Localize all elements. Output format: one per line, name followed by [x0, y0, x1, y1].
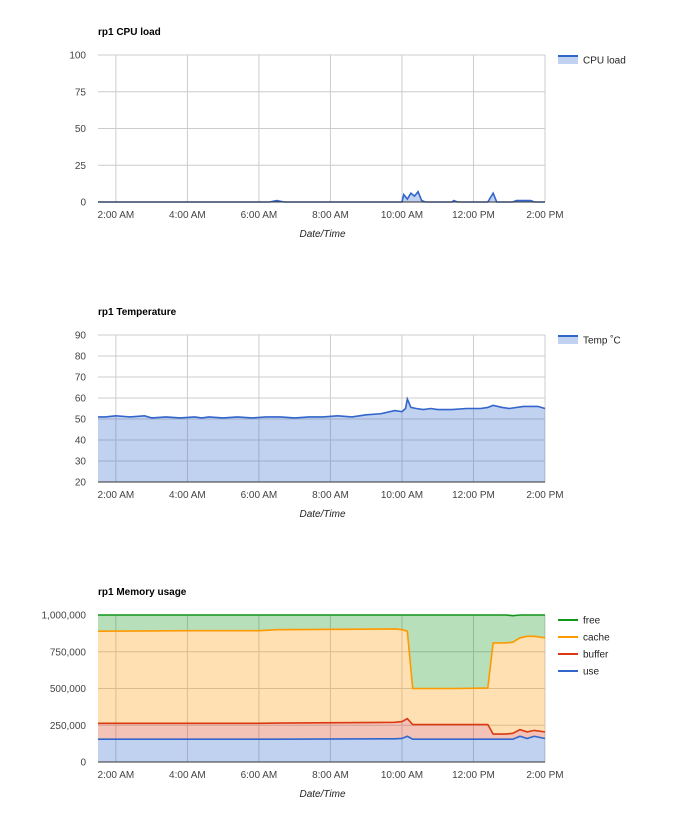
y-tick-label: 75: [75, 87, 87, 98]
plot-area: 0 250,000 500,000 750,000 1,000,000 2:00 AM 4:…: [42, 611, 611, 801]
y-tick-label: 80: [75, 352, 87, 363]
x-tick-label: 12:00 PM: [452, 210, 495, 221]
series-line-buffer: [98, 717, 546, 735]
x-tick-label: 10:00 AM: [381, 490, 423, 501]
legend-label: CPU load: [583, 56, 626, 67]
series-line: [98, 396, 546, 419]
chart-title: rp1 Memory usage: [98, 587, 187, 598]
y-tick-label: 1,000,000: [42, 611, 87, 622]
y-tick-label: 50: [75, 124, 87, 135]
x-axis-title: Date/Time: [299, 509, 345, 520]
series-line: [98, 190, 545, 203]
y-tick-label: 0: [80, 758, 86, 769]
x-tick-label: 8:00 AM: [312, 770, 349, 781]
x-axis-title: Date/Time: [299, 789, 345, 800]
x-tick-label: 6:00 AM: [241, 490, 278, 501]
y-tick-label: 70: [75, 373, 87, 384]
y-tick-label: 500,000: [50, 684, 87, 695]
legend-label: buffer: [583, 650, 609, 661]
y-tick-label: 0: [80, 198, 86, 209]
y-tick-label: 25: [75, 161, 87, 172]
chart-temperature: rp1 Temperature 20 30 40 50 60 70 80 90 2:00 AM 4…: [0, 280, 681, 540]
x-tick-label: 10:00 AM: [381, 210, 423, 221]
y-tick-label: 30: [75, 457, 87, 468]
x-tick-label: 12:00 PM: [452, 770, 495, 781]
x-tick-label: 8:00 AM: [312, 490, 349, 501]
chart-memory-usage: rp1 Memory usage 0 250,000 500,000 750,000 1…: [0, 560, 681, 820]
legend-swatch: [558, 56, 578, 64]
x-tick-label: 6:00 AM: [241, 770, 278, 781]
x-tick-label: 2:00 AM: [98, 210, 135, 221]
legend-label: cache: [583, 633, 610, 644]
y-tick-label: 50: [75, 415, 87, 426]
series-area-free: [98, 615, 545, 689]
x-tick-label: 4:00 AM: [169, 770, 206, 781]
series-area: [98, 399, 545, 482]
plot-area: 0 25 50 75 100 2:00 AM 4:00 AM 6:00 AM 8:00 AM 10…: [69, 51, 626, 241]
series-line-cache: [97, 628, 546, 690]
legend-label: Temp ˚C: [583, 335, 621, 347]
legend-label: free: [583, 616, 601, 627]
series-line-use: [98, 735, 546, 741]
series-line-free: [98, 614, 545, 617]
x-tick-label: 4:00 AM: [169, 210, 206, 221]
x-tick-label: 2:00 AM: [98, 490, 135, 501]
x-tick-label: 6:00 AM: [241, 210, 278, 221]
series-area-cache: [98, 628, 545, 735]
x-tick-label: 2:00 PM: [526, 210, 563, 221]
chart-cpu-load: rp1 CPU load 0 25 50 75 100 2:00 AM 4:00 AM 6:0…: [0, 0, 681, 260]
y-tick-label: 60: [75, 394, 87, 405]
chart-title: rp1 Temperature: [98, 307, 177, 318]
y-tick-label: 90: [75, 331, 87, 342]
y-tick-label: 20: [75, 478, 87, 489]
y-tick-label: 40: [75, 436, 87, 447]
x-tick-label: 2:00 AM: [98, 770, 135, 781]
series-area: [98, 191, 545, 202]
x-tick-label: 10:00 AM: [381, 770, 423, 781]
legend-swatch: [558, 336, 578, 344]
y-tick-label: 100: [69, 51, 86, 62]
x-tick-label: 12:00 PM: [452, 490, 495, 501]
chart-title: rp1 CPU load: [98, 27, 161, 38]
y-tick-label: 750,000: [50, 647, 87, 658]
x-tick-label: 2:00 PM: [526, 770, 563, 781]
y-tick-label: 250,000: [50, 721, 87, 732]
x-tick-label: 2:00 PM: [526, 490, 563, 501]
legend-label: use: [583, 667, 600, 678]
x-axis-title: Date/Time: [299, 229, 345, 240]
x-tick-label: 4:00 AM: [169, 490, 206, 501]
plot-area: 20 30 40 50 60 70 80 90 2:00 AM 4:00 AM 6:00 AM 8:0…: [75, 331, 621, 521]
x-tick-label: 8:00 AM: [312, 210, 349, 221]
series-area-use: [98, 736, 545, 762]
